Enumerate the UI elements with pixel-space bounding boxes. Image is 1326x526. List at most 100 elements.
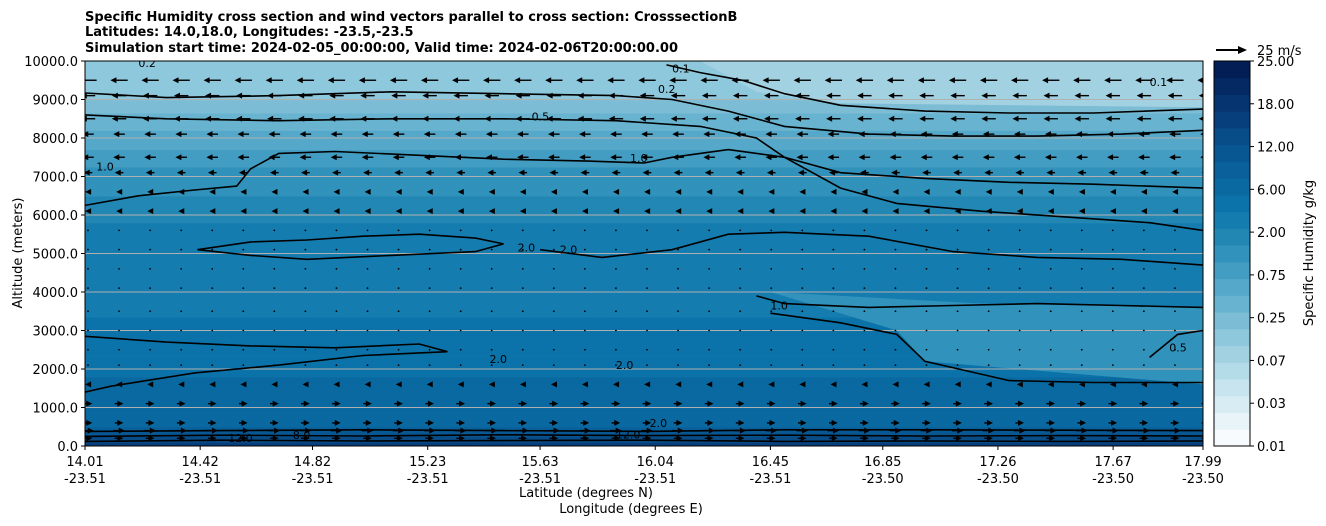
colorbar-segment (1214, 127, 1250, 146)
wind-vector (922, 419, 931, 426)
wind-vector (490, 310, 493, 313)
wind-vector (1139, 419, 1149, 426)
wind-vector (268, 154, 281, 161)
wind-vector (765, 154, 777, 161)
wind-vector (1200, 155, 1203, 159)
wind-vector (577, 92, 593, 99)
wind-vector (731, 77, 749, 84)
wind-vector (147, 188, 154, 195)
wind-vector (1018, 268, 1021, 270)
wind-vector (732, 92, 748, 99)
wind-vector (1073, 77, 1091, 84)
wind-vector (211, 229, 214, 232)
wind-vector (615, 229, 617, 232)
wind-vector (1049, 287, 1052, 290)
wind-vector (646, 364, 648, 367)
x-tick-label-lat: 14.42 (182, 455, 219, 470)
wind-vector (829, 419, 838, 426)
humidity-band (85, 330, 1203, 334)
wind-vector (801, 348, 804, 351)
wind-vector (923, 381, 930, 388)
wind-vector (646, 310, 648, 313)
wind-vector (954, 188, 961, 195)
wind-vector (546, 92, 562, 99)
wind-vector (642, 419, 652, 426)
wind-vector (456, 400, 465, 407)
wind-vector (735, 435, 745, 442)
x-tick-label-lon: -23.51 (407, 472, 449, 487)
wind-vector (206, 131, 218, 138)
wind-vector (87, 248, 89, 251)
contour-labels: 0.2 0.10.10.20.51.01.02.0 2.01.00.52.0 2.08… (96, 61, 1187, 445)
wind-vector (552, 229, 555, 232)
wind-vector (1142, 364, 1145, 367)
wind-vector (118, 248, 120, 251)
wind-vector (861, 381, 868, 388)
wind-vector (739, 248, 742, 251)
wind-vector (1011, 77, 1029, 84)
wind-reference-key: 25 m/s (1216, 44, 1302, 59)
wind-vector (484, 92, 499, 99)
wind-vector (708, 268, 711, 270)
wind-vector (332, 419, 341, 426)
wind-vector (894, 364, 897, 367)
wind-vector (1042, 77, 1060, 84)
wind-vector (423, 154, 436, 161)
wind-vector (236, 115, 251, 122)
wind-vector (552, 364, 555, 367)
wind-vector (397, 348, 400, 351)
x-axis-label-secondary: Longitude (degrees E) (559, 502, 703, 517)
wind-vector (1012, 115, 1027, 122)
wind-vector (552, 268, 555, 270)
wind-vector (579, 154, 591, 161)
wind-vector (145, 169, 155, 176)
wind-vector (830, 188, 837, 195)
wind-vector (894, 329, 897, 332)
humidity-fill (85, 61, 1203, 446)
humidity-band (85, 382, 1203, 385)
wind-vector (1044, 131, 1057, 138)
wind-vector (860, 400, 869, 407)
wind-vector (366, 287, 369, 290)
wind-vector (490, 248, 493, 251)
colorbar-segment (1214, 362, 1250, 380)
wind-vector (360, 115, 375, 122)
humidity-band (85, 426, 1203, 430)
humidity-band (85, 324, 1203, 328)
gridlines (85, 61, 1203, 446)
wind-vector (827, 131, 840, 138)
wind-vector (677, 287, 679, 290)
wind-vector (395, 381, 402, 388)
y-tick-label: 9000.0 (33, 94, 79, 109)
wind-vector (273, 364, 276, 367)
wind-vector (1135, 77, 1153, 84)
humidity-band (85, 286, 1203, 289)
humidity-band (85, 395, 1203, 399)
wind-vector (392, 154, 405, 161)
colorbar-tick-label: 0.07 (1257, 354, 1286, 369)
wind-vector (1047, 188, 1054, 195)
colorbar-segment (1214, 194, 1250, 213)
wind-vector (829, 400, 838, 407)
wind-vector (801, 248, 804, 251)
wind-vector (459, 329, 462, 332)
wind-vector (394, 435, 403, 442)
wind-vector (118, 229, 120, 232)
contour-line-0.2 (85, 90, 1203, 137)
humidity-band (85, 139, 1203, 143)
y-axis-ticks: 0.0 1000.0 2000.0 3000.0 4000.0 5000.0 6000.0 7… (24, 55, 85, 455)
wind-vector (459, 287, 462, 290)
wind-vector (333, 188, 340, 195)
wind-vector (737, 208, 744, 215)
humidity-band (85, 205, 1203, 208)
wind-vector (677, 248, 679, 251)
humidity-band (85, 320, 1203, 324)
humidity-band (85, 409, 1203, 412)
wind-vector (118, 329, 120, 332)
wind-vector (708, 287, 711, 290)
wind-vector (1203, 381, 1209, 387)
wind-vector (1016, 188, 1023, 195)
wind-vector (919, 115, 934, 122)
humidity-band (85, 336, 1203, 339)
wind-vector (827, 154, 840, 161)
